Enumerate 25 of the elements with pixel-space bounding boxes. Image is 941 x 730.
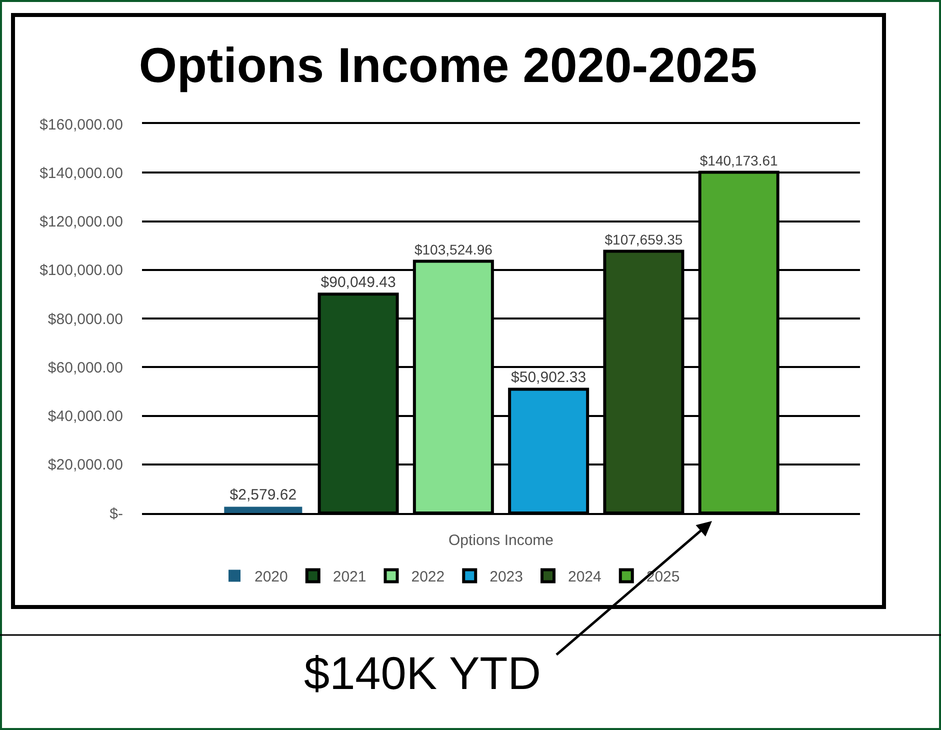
legend-label: 2020 [254,568,288,586]
data-label: $90,049.43 [320,274,396,292]
legend-label: 2024 [568,568,602,586]
data-label: $2,579.62 [230,486,297,504]
data-label: $107,659.35 [604,232,683,248]
legend-label: 2022 [411,568,445,586]
y-tick-label: $80,000.00 [48,310,123,328]
y-tick-label: $- [110,505,123,522]
y-tick-label: $60,000.00 [48,359,123,376]
y-tick-label: $160,000.00 [40,116,123,134]
data-label: $103,524.96 [414,242,493,258]
legend-label: 2025 [646,568,680,586]
legend-label: 2023 [490,568,523,586]
legend-label: 2021 [332,568,366,586]
y-tick-label: $120,000.00 [40,214,123,230]
y-tick-label: $40,000.00 [48,408,123,425]
data-label: $50,902.33 [511,369,586,386]
y-tick-label: $140,000.00 [40,164,123,182]
y-tick-label: $100,000.00 [40,262,123,280]
chart-title: Options Income 2020-2025 [138,39,758,94]
data-label: $140,173.61 [700,152,778,168]
x-tick-label: Options Income [448,532,554,549]
bar [224,506,302,513]
text: $140K YTD [304,647,541,699]
y-tick-label: $20,000.00 [48,456,123,474]
